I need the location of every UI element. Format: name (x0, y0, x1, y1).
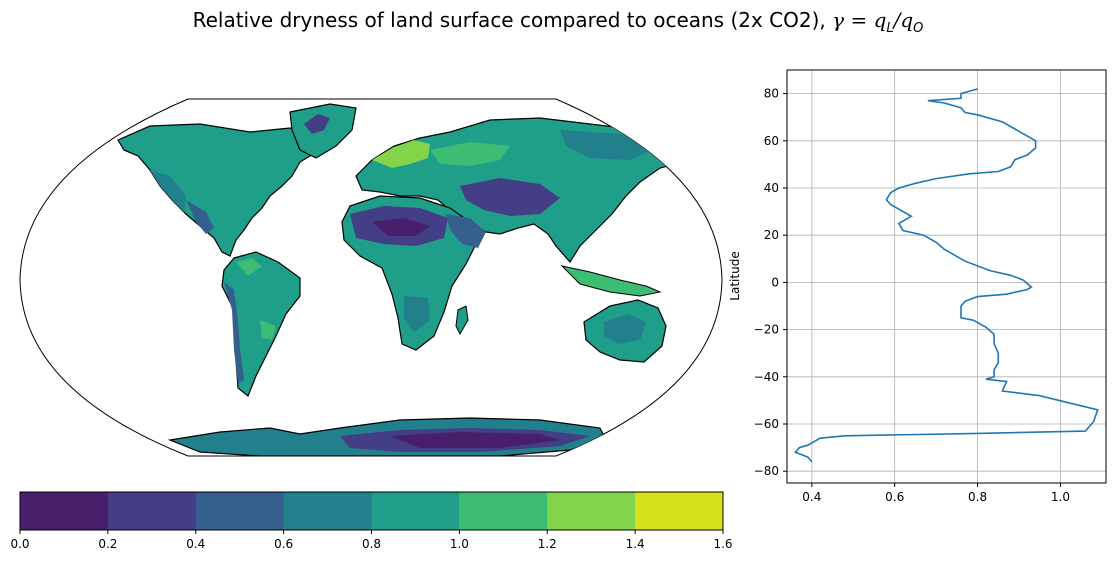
region-east-siberia (560, 130, 660, 160)
colorbar: 0.0 0.2 0.4 0.6 0.8 1.0 1.2 1.4 1.6 (10, 491, 733, 551)
region-sa-andes (224, 282, 244, 384)
colorbar-segment (20, 492, 109, 530)
region-kalahari (404, 296, 430, 332)
region-na-west (150, 170, 186, 212)
y-tick-label: −20 (754, 323, 779, 337)
region-eurasia-band (430, 142, 510, 166)
region-na-southwest (186, 200, 214, 234)
y-tick-label: 80 (764, 87, 779, 101)
title-eq: = q (844, 8, 887, 32)
colorbar-segment (547, 492, 636, 530)
colorbar-tick-label: 1.0 (450, 537, 469, 551)
colorbar-segment (107, 492, 197, 530)
land-greenland (289, 103, 357, 159)
world-map (19, 98, 723, 457)
land-madagascar (455, 305, 469, 336)
colorbar-tick-label: 0.4 (186, 537, 205, 551)
y-tick-label: −60 (754, 417, 779, 431)
title-slash: /q (893, 8, 914, 32)
region-sahara-core (372, 218, 430, 236)
region-antarctica-core (390, 432, 560, 448)
land-indonesia (560, 265, 662, 297)
region-arabia-dry (446, 214, 486, 248)
latitude-profile-plot: 0.4 0.6 0.8 1.0 80 60 40 20 0 −20 −40 −60 −80 Latit… (728, 69, 1107, 504)
y-tick-label: 60 (764, 134, 779, 148)
title-sub-o: O (913, 21, 924, 36)
colorbar-segment (283, 492, 372, 530)
y-tick-label: −80 (754, 464, 779, 478)
colorbar-segment (195, 492, 285, 530)
plot-frame (786, 69, 1107, 484)
plot-grid (787, 70, 1106, 483)
chart-title: Relative dryness of land surface compare… (0, 8, 1116, 36)
y-tick-label: −40 (754, 370, 779, 384)
colorbar-segment (371, 492, 460, 530)
y-axis-label: Latitude (728, 251, 742, 300)
colorbar-tick-label: 0.0 (10, 537, 29, 551)
region-sa-north (236, 258, 262, 276)
colorbar-segment (459, 492, 548, 530)
x-axis-ticks: 0.4 0.6 0.8 1.0 (802, 483, 1070, 504)
region-scandinavia-wet (372, 140, 430, 168)
y-tick-label: 0 (771, 275, 779, 289)
y-axis-ticks: 80 60 40 20 0 −20 −40 −60 −80 (754, 87, 787, 478)
title-text: Relative dryness of land surface compare… (192, 8, 833, 32)
title-gamma: γ (832, 8, 845, 32)
colorbar-tick-label: 1.2 (538, 537, 557, 551)
colorbar-segment (635, 492, 724, 530)
series-line (793, 88, 1099, 463)
colorbar-tick-label: 0.8 (362, 537, 381, 551)
title-sub-l: L (886, 21, 894, 36)
colorbar-tick-label: 1.4 (626, 537, 645, 551)
region-central-asia-dry (460, 178, 560, 216)
y-tick-label: 40 (764, 181, 779, 195)
x-tick-label: 1.0 (1051, 490, 1070, 504)
x-tick-label: 0.6 (885, 490, 904, 504)
x-tick-label: 0.8 (968, 490, 987, 504)
region-greenland-dry (304, 114, 330, 134)
region-sa-east (260, 320, 276, 340)
colorbar-tick-label: 1.6 (713, 537, 732, 551)
region-australia-interior (604, 314, 646, 344)
colorbar-tick-label: 0.6 (274, 537, 293, 551)
x-tick-label: 0.4 (802, 490, 821, 504)
colorbar-tick-label: 0.2 (98, 537, 117, 551)
y-tick-label: 20 (764, 228, 779, 242)
